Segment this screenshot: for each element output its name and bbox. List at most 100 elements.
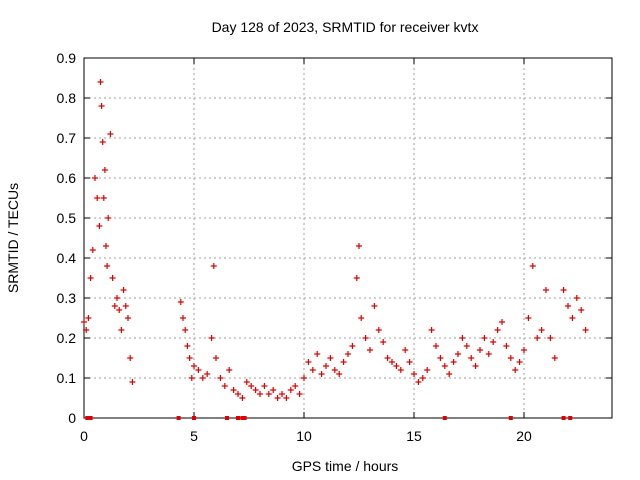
data-point xyxy=(96,223,103,229)
gap-marker xyxy=(508,416,513,420)
data-point xyxy=(437,355,444,361)
x-tick-label: 0 xyxy=(80,428,88,444)
y-tick-label: 0 xyxy=(68,410,76,426)
data-point xyxy=(97,79,104,85)
data-points xyxy=(81,79,589,401)
data-point xyxy=(327,355,334,361)
y-tick-label: 0.6 xyxy=(57,170,77,186)
x-axis-label: GPS time / hours xyxy=(292,458,399,474)
data-point xyxy=(397,367,404,373)
data-point xyxy=(345,351,351,357)
data-point xyxy=(199,375,206,381)
gap-marker xyxy=(242,416,247,420)
data-point xyxy=(468,355,475,361)
data-point xyxy=(177,299,184,305)
data-point xyxy=(353,275,360,281)
data-point xyxy=(543,287,549,293)
data-point xyxy=(283,395,290,401)
gap-marker xyxy=(240,416,245,420)
data-point xyxy=(573,295,580,301)
data-point xyxy=(569,315,576,321)
data-point xyxy=(314,351,321,357)
plot-frame xyxy=(83,57,613,419)
data-point xyxy=(318,371,325,377)
data-point xyxy=(101,167,108,173)
data-point xyxy=(230,387,237,393)
data-point xyxy=(186,355,193,361)
data-point xyxy=(292,383,299,389)
data-point xyxy=(525,315,532,321)
data-point xyxy=(305,359,312,365)
gap-markers xyxy=(85,416,573,420)
data-point xyxy=(415,379,422,385)
data-point xyxy=(323,363,329,369)
data-point xyxy=(521,347,527,353)
y-tick-label: 0.2 xyxy=(57,330,77,346)
data-point xyxy=(257,391,263,397)
data-point xyxy=(191,363,197,369)
data-point xyxy=(380,339,387,345)
data-point xyxy=(411,371,417,377)
data-point xyxy=(125,315,131,321)
data-point xyxy=(274,395,281,401)
data-point xyxy=(485,351,492,357)
data-point xyxy=(459,335,466,341)
data-point xyxy=(503,343,510,349)
data-point xyxy=(441,363,448,369)
data-point xyxy=(331,367,338,373)
data-point xyxy=(208,335,215,341)
gap-marker xyxy=(88,416,93,420)
data-point xyxy=(507,355,514,361)
y-tick-label: 0.9 xyxy=(57,50,77,66)
gap-marker xyxy=(225,416,229,420)
grid-lines xyxy=(84,58,612,418)
data-point xyxy=(455,351,461,357)
data-point xyxy=(188,375,195,381)
data-point xyxy=(512,367,519,373)
data-point xyxy=(89,247,96,253)
data-point xyxy=(565,303,571,309)
data-point xyxy=(582,327,589,333)
data-point xyxy=(81,319,87,325)
data-point xyxy=(428,327,435,333)
data-point xyxy=(463,343,470,349)
data-point xyxy=(83,327,90,333)
data-point xyxy=(221,383,228,389)
data-point xyxy=(560,287,567,293)
y-tick-label: 0.5 xyxy=(57,210,77,226)
data-point xyxy=(226,367,233,373)
data-point xyxy=(340,359,347,365)
data-point xyxy=(499,319,505,325)
data-point xyxy=(419,375,426,381)
data-point xyxy=(105,215,112,221)
gap-marker xyxy=(568,416,573,420)
data-point xyxy=(551,355,558,361)
data-point xyxy=(402,347,409,353)
data-point xyxy=(367,347,373,353)
x-tick-label: 10 xyxy=(296,428,312,444)
data-point xyxy=(120,287,127,293)
data-point xyxy=(534,335,541,341)
data-point xyxy=(100,195,107,201)
data-point xyxy=(490,339,497,345)
gap-marker xyxy=(85,416,90,420)
data-point xyxy=(109,275,116,281)
data-point xyxy=(129,379,136,385)
data-point xyxy=(287,387,294,393)
data-point xyxy=(85,315,92,321)
gap-marker xyxy=(236,416,240,420)
x-tick-label: 15 xyxy=(406,428,422,444)
data-point xyxy=(116,307,123,313)
data-point xyxy=(301,375,307,381)
data-point xyxy=(94,195,101,201)
data-point xyxy=(265,391,272,397)
data-point xyxy=(107,131,114,137)
data-point xyxy=(195,367,202,373)
data-point xyxy=(217,375,224,381)
y-tick-label: 0.7 xyxy=(57,130,77,146)
data-point xyxy=(384,355,391,361)
y-tick-label: 0.3 xyxy=(57,290,77,306)
data-point xyxy=(184,343,191,349)
data-point xyxy=(210,263,217,269)
x-tick-label: 20 xyxy=(516,428,532,444)
